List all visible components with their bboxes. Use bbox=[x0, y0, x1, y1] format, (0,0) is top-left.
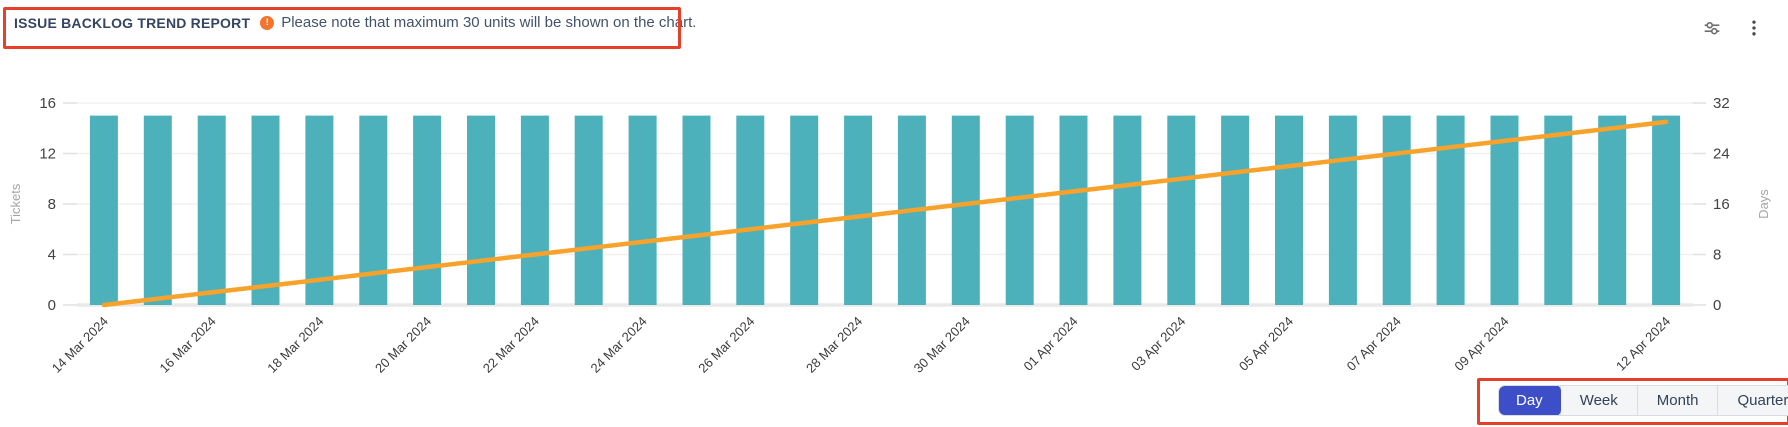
x-axis-label: 22 Mar 2024 bbox=[480, 314, 542, 376]
x-axis-label: 01 Apr 2024 bbox=[1020, 314, 1080, 374]
page-title: ISSUE BACKLOG TREND REPORT bbox=[14, 14, 251, 31]
right-axis-tick-label: 8 bbox=[1713, 247, 1721, 264]
report-header: ISSUE BACKLOG TREND REPORT ! Please note… bbox=[14, 14, 696, 31]
x-axis-label: 26 Mar 2024 bbox=[695, 314, 757, 376]
bar[interactable] bbox=[682, 115, 711, 305]
bar[interactable] bbox=[1113, 115, 1142, 305]
bar[interactable] bbox=[951, 115, 980, 305]
right-axis-tick-label: 0 bbox=[1713, 297, 1721, 314]
period-button-week[interactable]: Week bbox=[1559, 386, 1637, 415]
period-button-month[interactable]: Month bbox=[1636, 386, 1718, 415]
bar[interactable] bbox=[1275, 115, 1303, 305]
trend-chart: 0 4 8 12 16 0 8 16 24 32 Tickets Days 14 Mar 2024 16 … bbox=[0, 80, 1788, 380]
period-button-day[interactable]: Day bbox=[1499, 386, 1561, 415]
left-axis-tick-label: 8 bbox=[48, 196, 56, 213]
bar[interactable] bbox=[736, 115, 765, 305]
bar[interactable] bbox=[413, 115, 442, 305]
bar[interactable] bbox=[1167, 115, 1196, 305]
period-button-group: Day Week Month Quarter bbox=[1498, 385, 1788, 416]
bar[interactable] bbox=[143, 115, 172, 305]
bar[interactable] bbox=[844, 115, 873, 305]
sliders-icon[interactable] bbox=[1700, 16, 1724, 40]
bar[interactable] bbox=[1544, 115, 1573, 305]
x-axis-label: 03 Apr 2024 bbox=[1128, 314, 1188, 374]
left-axis-tick-label: 12 bbox=[39, 146, 56, 163]
bar[interactable] bbox=[1328, 115, 1357, 305]
max-units-note: Please note that maximum 30 units will b… bbox=[281, 14, 697, 31]
x-axis-label: 28 Mar 2024 bbox=[803, 314, 865, 376]
trend-chart-svg: 0 4 8 12 16 0 8 16 24 32 Tickets Days 14 Mar 2024 16 … bbox=[8, 95, 1771, 376]
trend-line[interactable] bbox=[101, 119, 1669, 308]
alert-circle-icon: ! bbox=[260, 15, 275, 30]
bar[interactable] bbox=[1059, 115, 1088, 305]
right-axis-tick-label: 16 bbox=[1713, 196, 1730, 213]
right-axis-title: Days bbox=[1756, 189, 1771, 219]
bar[interactable] bbox=[790, 115, 819, 305]
bar[interactable] bbox=[89, 115, 118, 305]
x-axis-label: 24 Mar 2024 bbox=[587, 314, 649, 376]
bar[interactable] bbox=[574, 115, 603, 305]
note-wrap: ! Please note that maximum 30 units will… bbox=[260, 14, 696, 31]
left-axis-title: Tickets bbox=[8, 183, 23, 224]
x-axis-label: 07 Apr 2024 bbox=[1344, 314, 1404, 374]
x-axis-label: 12 Apr 2024 bbox=[1613, 314, 1673, 374]
bar[interactable] bbox=[1598, 115, 1627, 305]
bar[interactable] bbox=[467, 115, 495, 305]
bar[interactable] bbox=[1005, 115, 1034, 305]
left-axis-tick-label: 4 bbox=[48, 247, 56, 264]
bar[interactable] bbox=[1490, 115, 1519, 305]
left-axis-tick-label: 16 bbox=[39, 95, 56, 112]
right-axis-tick-label: 32 bbox=[1713, 95, 1730, 112]
bar[interactable] bbox=[520, 115, 549, 305]
x-axis-label: 09 Apr 2024 bbox=[1451, 314, 1511, 374]
bar[interactable] bbox=[305, 115, 334, 305]
bar[interactable] bbox=[1652, 115, 1681, 305]
x-axis-label: 16 Mar 2024 bbox=[157, 314, 219, 376]
x-axis-label: 18 Mar 2024 bbox=[264, 314, 326, 376]
kebab-menu-icon[interactable] bbox=[1742, 16, 1766, 40]
bar[interactable] bbox=[251, 115, 280, 305]
bar[interactable] bbox=[628, 115, 657, 305]
x-axis-label: 05 Apr 2024 bbox=[1236, 314, 1296, 374]
period-button-quarter[interactable]: Quarter bbox=[1717, 386, 1788, 415]
x-axis-label: 20 Mar 2024 bbox=[372, 314, 434, 376]
widget-toolbar bbox=[1700, 16, 1766, 40]
bar[interactable] bbox=[1221, 115, 1250, 305]
x-axis-label: 30 Mar 2024 bbox=[911, 314, 973, 376]
left-axis-tick-label: 0 bbox=[48, 297, 56, 314]
bar[interactable] bbox=[1382, 115, 1411, 305]
right-axis-tick-label: 24 bbox=[1713, 146, 1730, 163]
bar[interactable] bbox=[197, 115, 226, 305]
x-axis-label: 14 Mar 2024 bbox=[49, 314, 111, 376]
